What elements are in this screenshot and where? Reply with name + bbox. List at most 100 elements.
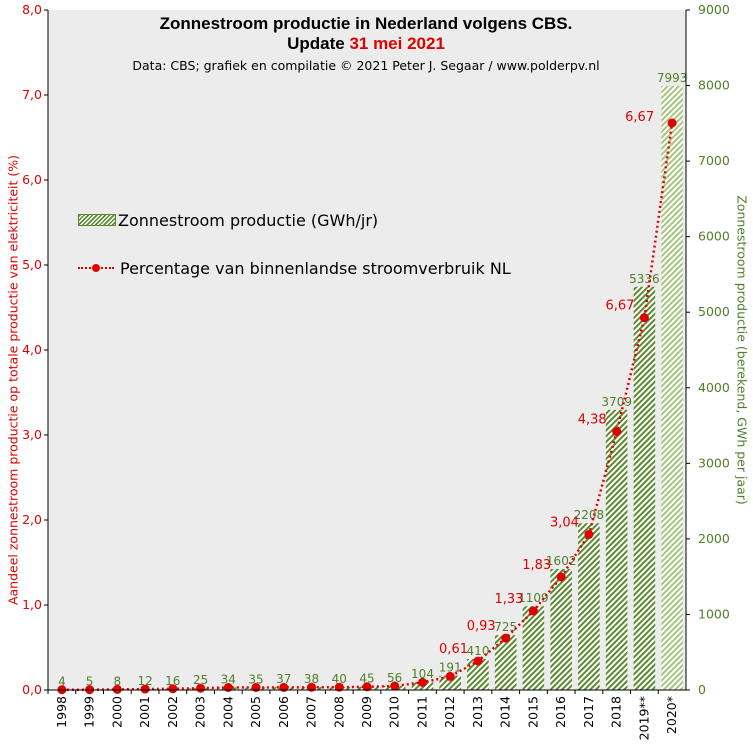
y-right-tick-label: 8000 <box>698 78 730 93</box>
percentage-point <box>112 684 122 694</box>
y-left-tick-label: 3,0 <box>22 427 42 442</box>
legend-bar-swatch <box>78 214 116 226</box>
legend-line-swatch <box>78 262 114 274</box>
legend-bar-label: Zonnestroom productie (GWh/jr) <box>118 210 379 230</box>
bar-value-label: 45 <box>359 672 374 686</box>
y-left-tick-label: 5,0 <box>22 257 42 272</box>
x-tick-label: 1999 <box>82 696 97 728</box>
percentage-point <box>501 633 511 643</box>
bar-value-label: 40 <box>332 672 347 686</box>
bar-2019** <box>633 286 656 690</box>
y-right-tick-label: 1000 <box>698 606 730 621</box>
bar-value-label: 35 <box>248 672 263 686</box>
percentage-label: 4,38 <box>578 413 607 428</box>
x-tick-label: 2001 <box>137 696 152 728</box>
x-tick-label: 2000 <box>109 696 124 728</box>
percentage-point <box>473 656 483 666</box>
bar-value-label: 725 <box>494 620 517 634</box>
percentage-point <box>528 606 538 616</box>
percentage-label: 3,04 <box>550 516 579 531</box>
x-tick-label: 2003 <box>193 696 208 728</box>
bar-value-label: 12 <box>137 674 152 688</box>
x-tick-label: 2006 <box>276 696 291 728</box>
percentage-point <box>168 684 178 694</box>
percentage-point <box>251 683 261 692</box>
bar-value-label: 25 <box>193 673 208 687</box>
percentage-point <box>334 682 344 692</box>
x-tick-label: 2004 <box>220 696 235 728</box>
x-tick-label: 2010 <box>387 696 402 728</box>
y-left-tick-label: 1,0 <box>22 597 42 612</box>
percentage-label: 1,33 <box>494 592 523 607</box>
percentage-label: 0,93 <box>467 619 496 634</box>
percentage-point <box>639 313 649 323</box>
y-right-tick-label: 7000 <box>698 153 730 168</box>
bar-value-label: 16 <box>165 674 180 688</box>
x-tick-label: 2012 <box>442 696 457 728</box>
bar-value-label: 3709 <box>601 395 632 409</box>
y-right-tick-label: 4000 <box>698 380 730 395</box>
y-right-tick-label: 9000 <box>698 2 730 17</box>
percentage-point <box>584 530 594 539</box>
x-tick-label: 2008 <box>331 696 346 728</box>
bar-value-label: 1109 <box>518 591 549 605</box>
percentage-label: 6,67 <box>605 299 634 314</box>
bar-value-label: 1602 <box>546 554 577 568</box>
percentage-point <box>445 671 455 681</box>
bar-2018 <box>605 409 628 690</box>
x-tick-label: 2002 <box>165 696 180 728</box>
bar-value-label: 5336 <box>629 272 660 286</box>
bar-2013 <box>467 659 489 690</box>
bar-value-label: 191 <box>439 661 462 675</box>
legend-item-line: Percentage van binnenlandse stroomverbru… <box>78 256 511 280</box>
chart-title-block: Zonnestroom productie in Nederland volge… <box>48 14 684 73</box>
x-tick-label: 2011 <box>415 696 430 728</box>
bar-value-label: 2208 <box>574 508 605 522</box>
x-tick-label: 2017 <box>581 696 596 728</box>
chart-subtitle: Update 31 mei 2021 <box>48 34 684 54</box>
legend: Zonnestroom productie (GWh/jr) Percentag… <box>78 208 511 304</box>
x-tick-label: 2019** <box>636 696 651 740</box>
y-left-tick-label: 8,0 <box>22 2 42 17</box>
percentage-point <box>362 682 372 692</box>
bar-value-label: 38 <box>304 672 319 686</box>
percentage-label-last: 6,67 <box>625 110 654 125</box>
bar-2014 <box>494 635 517 690</box>
bar-value-label: 56 <box>387 671 402 685</box>
x-tick-label: 2013 <box>470 696 485 728</box>
legend-item-bar: Zonnestroom productie (GWh/jr) <box>78 208 511 232</box>
percentage-point <box>556 572 566 582</box>
y-left-tick-label: 6,0 <box>22 172 42 187</box>
percentage-point <box>667 118 677 128</box>
x-tick-label: 2020* <box>664 696 679 734</box>
x-tick-label: 2016 <box>553 696 568 728</box>
percentage-point <box>418 677 427 687</box>
percentage-label: 1,83 <box>522 558 551 573</box>
x-tick-label: 1998 <box>54 696 69 728</box>
bar-2016 <box>550 569 572 690</box>
bar-value-label: 5 <box>86 675 94 689</box>
y-left-tick-label: 2,0 <box>22 512 42 527</box>
percentage-point <box>140 684 150 694</box>
x-tick-label: 2007 <box>304 696 319 728</box>
percentage-point <box>223 683 233 692</box>
y-right-tick-label: 5000 <box>698 304 730 319</box>
x-tick-label: 2014 <box>498 696 513 728</box>
bar-value-label: 410 <box>467 644 490 658</box>
y-right-tick-label: 0 <box>698 682 706 697</box>
y-left-tick-label: 7,0 <box>22 87 42 102</box>
y-right-tick-label: 6000 <box>698 229 730 244</box>
y-left-tick-label: 4,0 <box>22 342 42 357</box>
bar-value-label: 7993 <box>657 71 688 85</box>
x-tick-label: 2015 <box>525 696 540 728</box>
update-date: 31 mei 2021 <box>349 34 445 53</box>
percentage-point <box>390 681 400 691</box>
y-right-axis-title: Zonnestroom productie (berekend, GWh per… <box>734 195 750 505</box>
y-right-tick-label: 3000 <box>698 455 730 470</box>
bar-value-label: 34 <box>221 672 236 686</box>
x-tick-label: 2005 <box>248 696 263 728</box>
y-right-tick-label: 2000 <box>698 531 730 546</box>
percentage-label: 0,61 <box>439 642 468 657</box>
update-prefix: Update <box>287 34 350 53</box>
